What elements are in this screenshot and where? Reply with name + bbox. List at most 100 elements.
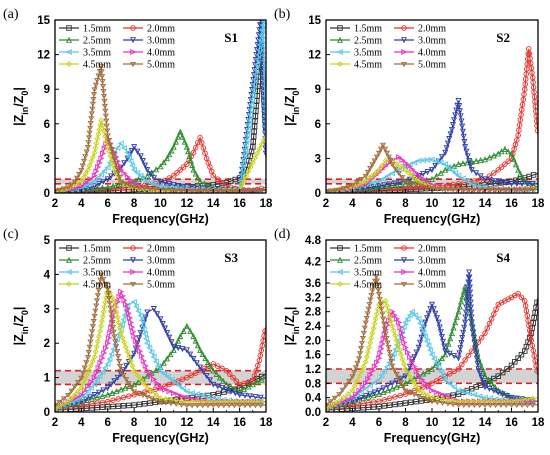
data-point <box>355 405 361 411</box>
data-point <box>216 374 223 381</box>
data-point <box>448 329 455 336</box>
data-point <box>442 166 449 173</box>
data-point <box>405 169 412 176</box>
x-tick-label: 14 <box>207 417 220 429</box>
data-point <box>459 128 466 135</box>
data-point <box>261 78 266 84</box>
y-tick-label: 0.0 <box>305 407 321 419</box>
data-point <box>104 143 111 150</box>
data-point <box>83 360 90 366</box>
chart-panel-3: 2 4 6 8 10 12 14 16 18012345Frequency(GHz)|Zin/Z… <box>3 227 273 445</box>
data-point <box>104 391 111 398</box>
data-point <box>206 377 213 384</box>
data-point <box>254 150 261 157</box>
data-point <box>144 384 151 391</box>
data-point <box>157 187 164 193</box>
data-point <box>131 367 138 374</box>
data-point <box>459 293 466 300</box>
data-point <box>144 394 151 400</box>
data-point <box>422 319 429 326</box>
data-point <box>393 378 400 385</box>
x-tick-label: 12 <box>452 417 465 429</box>
data-point <box>484 325 490 332</box>
data-point <box>83 401 90 408</box>
data-point <box>487 177 494 184</box>
data-point <box>359 383 366 390</box>
data-point <box>256 357 263 364</box>
data-point <box>170 143 177 150</box>
data-point <box>433 359 440 367</box>
data-point <box>362 358 369 365</box>
data-point <box>236 388 243 395</box>
data-point <box>233 378 240 384</box>
data-point <box>336 48 343 56</box>
data-point <box>219 365 225 372</box>
data-point <box>392 166 399 172</box>
data-point <box>220 377 227 384</box>
data-point <box>255 362 261 369</box>
data-point <box>112 304 119 311</box>
data-point <box>258 376 265 383</box>
data-point <box>508 403 515 408</box>
data-point <box>96 282 103 288</box>
data-point <box>232 385 239 392</box>
data-point <box>113 309 120 316</box>
data-point <box>375 183 383 190</box>
data-point <box>428 399 436 405</box>
data-point <box>464 294 471 301</box>
data-point <box>193 360 200 367</box>
data-point <box>364 170 372 176</box>
data-point <box>100 93 108 99</box>
legend-label: 5.0mm <box>147 60 175 71</box>
data-point <box>109 151 117 157</box>
data-point <box>422 380 429 387</box>
data-point <box>525 317 531 324</box>
data-point <box>467 289 474 296</box>
panel-title: S3 <box>224 250 238 265</box>
data-point <box>476 403 483 408</box>
data-point <box>447 335 454 342</box>
data-point <box>395 337 402 344</box>
data-point <box>114 144 121 152</box>
data-point <box>167 188 175 193</box>
data-point <box>460 329 467 336</box>
data-point <box>379 311 386 317</box>
data-point <box>177 167 184 173</box>
data-point <box>336 187 343 193</box>
data-point <box>110 403 116 410</box>
data-point <box>440 338 447 345</box>
data-point <box>78 395 85 402</box>
data-point <box>160 159 167 166</box>
data-point <box>243 131 251 138</box>
data-point <box>437 368 444 375</box>
data-point <box>455 387 462 394</box>
y-tick-label: 2.0 <box>305 335 321 347</box>
data-point <box>185 148 192 155</box>
data-point <box>530 172 537 178</box>
data-point <box>460 403 467 408</box>
data-point <box>117 368 125 374</box>
x-tick-label: 18 <box>532 198 545 210</box>
data-point <box>518 403 526 408</box>
data-point <box>189 188 196 193</box>
data-point <box>370 392 377 399</box>
data-point <box>474 361 481 368</box>
data-point <box>401 25 407 31</box>
data-point <box>167 351 174 358</box>
data-point <box>336 398 343 405</box>
data-point <box>95 288 102 294</box>
data-point <box>121 297 128 304</box>
data-point <box>251 373 258 379</box>
data-point <box>524 56 531 62</box>
data-point <box>455 355 462 362</box>
data-point <box>241 392 248 399</box>
data-point <box>402 388 409 394</box>
data-point <box>476 187 483 193</box>
data-point <box>472 345 479 352</box>
data-point <box>261 88 266 94</box>
data-point <box>505 148 512 155</box>
data-point <box>455 181 462 187</box>
data-point <box>93 369 100 376</box>
data-point <box>481 403 489 408</box>
data-point <box>445 340 452 347</box>
